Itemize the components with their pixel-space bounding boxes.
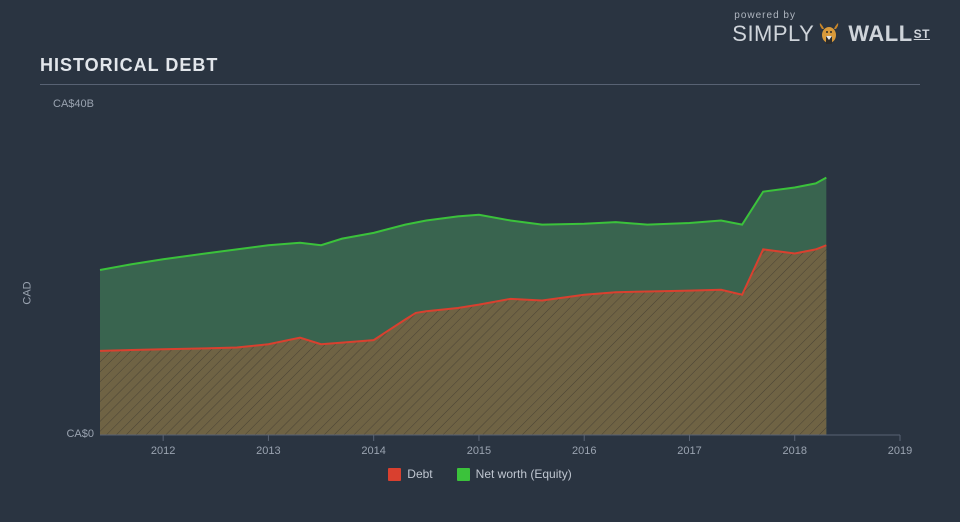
historical-debt-chart: CAD DebtNet worth (Equity) 2012201320142… xyxy=(40,95,920,490)
x-tick-label: 2014 xyxy=(361,445,385,457)
powered-by-label: powered by xyxy=(734,10,930,21)
brand-logo: powered by SIMPLY WALLST xyxy=(732,10,930,47)
legend-item: Debt xyxy=(388,467,432,481)
chart-plot xyxy=(40,95,920,475)
x-tick-label: 2015 xyxy=(467,445,491,457)
bull-icon xyxy=(816,21,842,47)
legend-swatch xyxy=(457,468,470,481)
title-bar: HISTORICAL DEBT xyxy=(40,55,920,85)
x-tick-label: 2019 xyxy=(888,445,912,457)
x-tick-label: 2018 xyxy=(782,445,806,457)
legend-label: Debt xyxy=(407,467,432,481)
x-tick-label: 2017 xyxy=(677,445,701,457)
brand-name: SIMPLY WALLST xyxy=(732,21,930,47)
legend-label: Net worth (Equity) xyxy=(476,467,572,481)
x-tick-label: 2012 xyxy=(151,445,175,457)
x-tick-label: 2013 xyxy=(256,445,280,457)
chart-legend: Debt Net worth (Equity) xyxy=(40,467,920,484)
page-title: HISTORICAL DEBT xyxy=(40,55,920,76)
legend-swatch xyxy=(388,468,401,481)
y-tick-label: CA$40B xyxy=(53,98,94,110)
legend-item: Net worth (Equity) xyxy=(457,467,572,481)
x-tick-label: 2016 xyxy=(572,445,596,457)
y-tick-label: CA$0 xyxy=(66,428,94,440)
y-axis-label: CAD xyxy=(22,281,34,304)
